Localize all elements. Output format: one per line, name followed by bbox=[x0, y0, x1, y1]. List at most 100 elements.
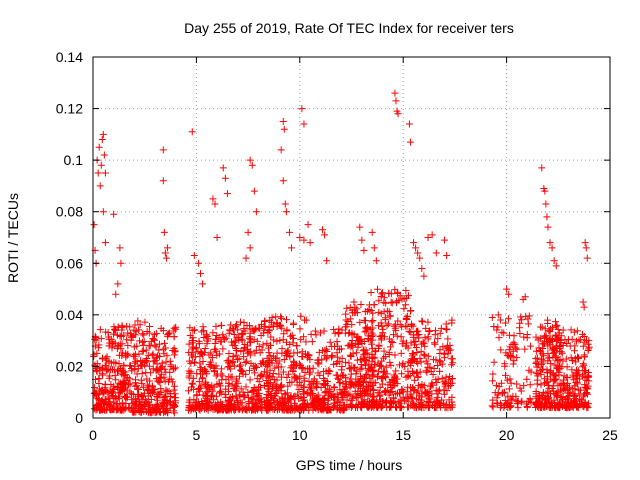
data-point bbox=[580, 351, 588, 359]
data-point bbox=[213, 402, 221, 410]
data-point bbox=[408, 394, 416, 402]
data-point bbox=[497, 379, 505, 387]
data-point bbox=[538, 391, 546, 399]
data-point bbox=[385, 349, 393, 357]
data-point bbox=[170, 324, 178, 332]
data-point bbox=[398, 323, 406, 331]
data-point bbox=[342, 403, 350, 411]
data-point bbox=[185, 357, 193, 365]
data-point bbox=[114, 280, 122, 288]
data-point bbox=[343, 396, 351, 404]
data-point bbox=[334, 375, 342, 383]
data-point bbox=[358, 236, 366, 244]
data-point bbox=[124, 342, 132, 350]
data-point bbox=[363, 356, 371, 364]
data-point bbox=[98, 365, 106, 373]
data-point bbox=[378, 322, 386, 330]
data-point bbox=[292, 402, 300, 410]
data-point bbox=[120, 404, 128, 412]
x-tick-label: 20 bbox=[499, 427, 515, 443]
data-point bbox=[421, 352, 429, 360]
data-point bbox=[563, 401, 571, 409]
data-point bbox=[498, 328, 506, 336]
data-point bbox=[568, 357, 576, 365]
data-point bbox=[565, 389, 573, 397]
data-point bbox=[511, 340, 519, 348]
data-point bbox=[433, 378, 441, 386]
data-point bbox=[524, 320, 532, 328]
data-point bbox=[118, 384, 126, 392]
data-point bbox=[523, 375, 531, 383]
data-point bbox=[161, 339, 169, 347]
data-point bbox=[558, 349, 566, 357]
data-point bbox=[495, 334, 503, 342]
data-point bbox=[171, 397, 179, 405]
data-point bbox=[519, 295, 527, 303]
data-point bbox=[493, 399, 501, 407]
data-point bbox=[510, 332, 518, 340]
data-point bbox=[567, 354, 575, 362]
data-point bbox=[100, 151, 108, 159]
data-point bbox=[283, 350, 291, 358]
data-point bbox=[191, 405, 199, 413]
data-point bbox=[132, 327, 140, 335]
data-point bbox=[398, 370, 406, 378]
data-point bbox=[424, 335, 432, 343]
data-point bbox=[245, 335, 253, 343]
data-point bbox=[298, 364, 306, 372]
data-point bbox=[386, 358, 394, 366]
data-point bbox=[369, 324, 377, 332]
data-point bbox=[279, 117, 287, 125]
data-point bbox=[244, 349, 252, 357]
data-point bbox=[250, 386, 258, 394]
data-point bbox=[255, 343, 263, 351]
data-point bbox=[559, 393, 567, 401]
data-point bbox=[117, 385, 125, 393]
data-point bbox=[235, 355, 243, 363]
data-point bbox=[298, 105, 306, 113]
data-point bbox=[535, 394, 543, 402]
data-point bbox=[414, 327, 422, 335]
data-point bbox=[394, 317, 402, 325]
data-point bbox=[352, 349, 360, 357]
data-point bbox=[414, 373, 422, 381]
data-point bbox=[235, 404, 243, 412]
data-point bbox=[263, 397, 271, 405]
data-point bbox=[290, 357, 298, 365]
data-point bbox=[416, 354, 424, 362]
data-point bbox=[314, 391, 322, 399]
data-point bbox=[356, 365, 364, 373]
data-point bbox=[135, 406, 143, 414]
data-point bbox=[273, 337, 281, 345]
data-point bbox=[346, 365, 354, 373]
data-point bbox=[396, 403, 404, 411]
data-point bbox=[331, 394, 339, 402]
data-point bbox=[493, 326, 501, 334]
data-point bbox=[133, 385, 141, 393]
data-point bbox=[313, 397, 321, 405]
data-point bbox=[521, 345, 529, 353]
data-point bbox=[322, 345, 330, 353]
data-point bbox=[126, 388, 134, 396]
data-point bbox=[283, 316, 291, 324]
data-point bbox=[275, 363, 283, 371]
data-point bbox=[347, 370, 355, 378]
data-point bbox=[548, 346, 556, 354]
data-point bbox=[145, 362, 153, 370]
data-point bbox=[225, 350, 233, 358]
data-point bbox=[574, 354, 582, 362]
data-point bbox=[163, 244, 171, 252]
data-point bbox=[190, 374, 198, 382]
data-point bbox=[142, 346, 150, 354]
data-point bbox=[412, 344, 420, 352]
data-point bbox=[380, 354, 388, 362]
data-point bbox=[286, 353, 294, 361]
data-point bbox=[191, 353, 199, 361]
data-point bbox=[302, 316, 310, 324]
data-point bbox=[248, 394, 256, 402]
data-point bbox=[124, 329, 132, 337]
data-point bbox=[363, 402, 371, 410]
data-point bbox=[402, 339, 410, 347]
data-point bbox=[143, 386, 151, 394]
data-point bbox=[297, 312, 305, 320]
